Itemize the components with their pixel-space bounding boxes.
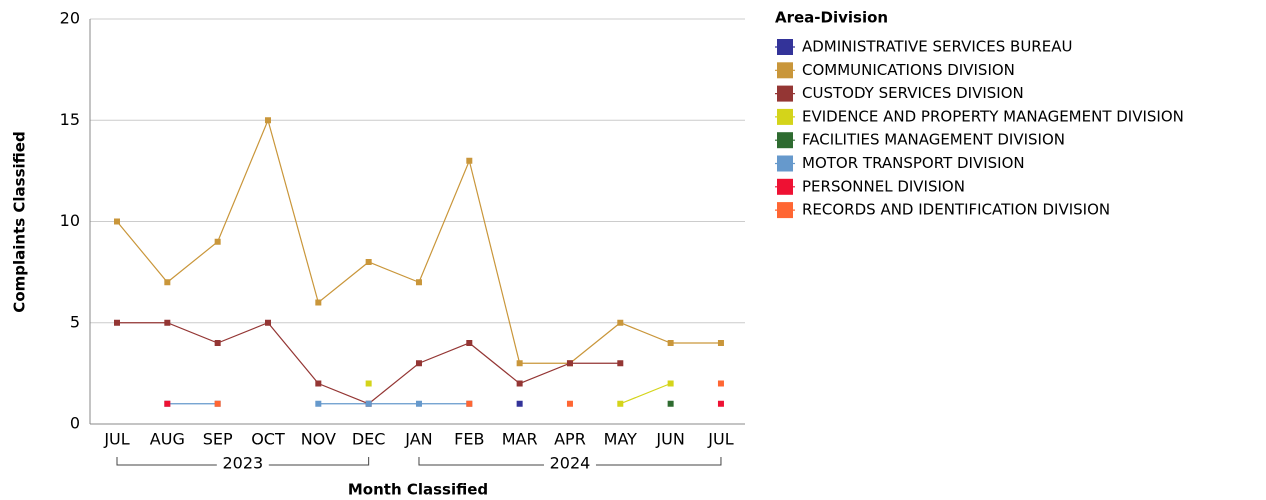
legend-swatch: [777, 178, 793, 195]
marker: [617, 319, 624, 326]
marker: [164, 279, 171, 286]
x-tick-label: JUL: [103, 430, 129, 449]
series-line: [620, 382, 671, 405]
marker: [164, 400, 171, 407]
x-tick-label: JUN: [655, 430, 684, 449]
legend-label: ADMINISTRATIVE SERVICES BUREAU: [802, 38, 1072, 56]
marker: [264, 117, 271, 124]
marker: [667, 340, 674, 346]
marker: [214, 340, 221, 346]
x-tick-label: JAN: [404, 430, 432, 449]
marker: [466, 157, 473, 164]
marker: [415, 400, 422, 407]
marker: [466, 340, 473, 346]
marker: [114, 319, 120, 326]
marker: [516, 360, 523, 367]
marker: [315, 299, 322, 306]
marker: [365, 400, 372, 407]
legend-label: EVIDENCE AND PROPERTY MANAGEMENT DIVISIO…: [802, 107, 1184, 125]
marker: [667, 400, 674, 407]
x-tick-label: AUG: [150, 430, 185, 449]
marker: [466, 400, 473, 407]
x-tick-label: OCT: [251, 430, 285, 449]
x-tick-label: JUL: [707, 430, 733, 449]
x-tick-label: MAY: [604, 430, 638, 449]
legend-title: Area-Division: [775, 9, 888, 27]
marker: [566, 360, 573, 367]
marker: [516, 380, 523, 387]
x-tick-label: APR: [554, 430, 586, 449]
legend-swatch: [777, 132, 793, 149]
legend-label: MOTOR TRANSPORT DIVISION: [802, 154, 1025, 172]
legend-label: FACILITIES MANAGEMENT DIVISION: [802, 131, 1065, 149]
y-tick-label: 10: [60, 211, 80, 230]
y-tick-label: 5: [70, 312, 80, 331]
group-label: 2023: [222, 454, 263, 473]
legend-swatch: [777, 108, 793, 125]
y-axis-label: Complaints Classified: [11, 131, 29, 312]
legend-swatch: [777, 202, 793, 219]
series-line: [116, 118, 721, 364]
group-label: 2024: [550, 454, 591, 473]
legend-label: PERSONNEL DIVISION: [802, 177, 965, 195]
legend-swatch: [777, 155, 793, 172]
marker: [617, 400, 624, 407]
marker: [315, 400, 322, 407]
marker: [516, 400, 523, 407]
marker: [315, 380, 322, 387]
marker: [617, 360, 624, 367]
legend-swatch: [777, 62, 793, 79]
legend-label: COMMUNICATIONS DIVISION: [802, 61, 1015, 79]
group-bracket: [116, 457, 370, 466]
x-tick-label: NOV: [301, 430, 336, 449]
x-axis-label: Month Classified: [348, 481, 488, 499]
marker: [415, 279, 422, 286]
marker: [365, 259, 372, 265]
marker: [566, 400, 573, 407]
marker: [667, 380, 674, 387]
marker: [365, 380, 372, 387]
group-bracket: [418, 457, 722, 466]
legend-label: CUSTODY SERVICES DIVISION: [802, 84, 1024, 102]
marker: [717, 340, 724, 346]
marker: [264, 319, 271, 326]
marker: [214, 238, 221, 245]
x-tick-label: SEP: [203, 430, 233, 449]
x-tick-label: DEC: [352, 430, 386, 449]
legend-swatch: [777, 39, 793, 55]
y-tick-label: 15: [60, 110, 80, 129]
marker: [114, 218, 120, 225]
marker: [415, 360, 422, 367]
y-tick-label: 20: [60, 9, 80, 28]
marker: [717, 380, 724, 387]
marker: [214, 400, 221, 407]
y-tick-label: 0: [70, 414, 80, 433]
legend-swatch: [777, 85, 793, 102]
x-tick-label: FEB: [454, 430, 484, 449]
legend-label: RECORDS AND IDENTIFICATION DIVISION: [802, 201, 1110, 219]
marker: [717, 400, 724, 407]
marker: [164, 319, 171, 326]
x-tick-label: MAR: [502, 430, 538, 449]
